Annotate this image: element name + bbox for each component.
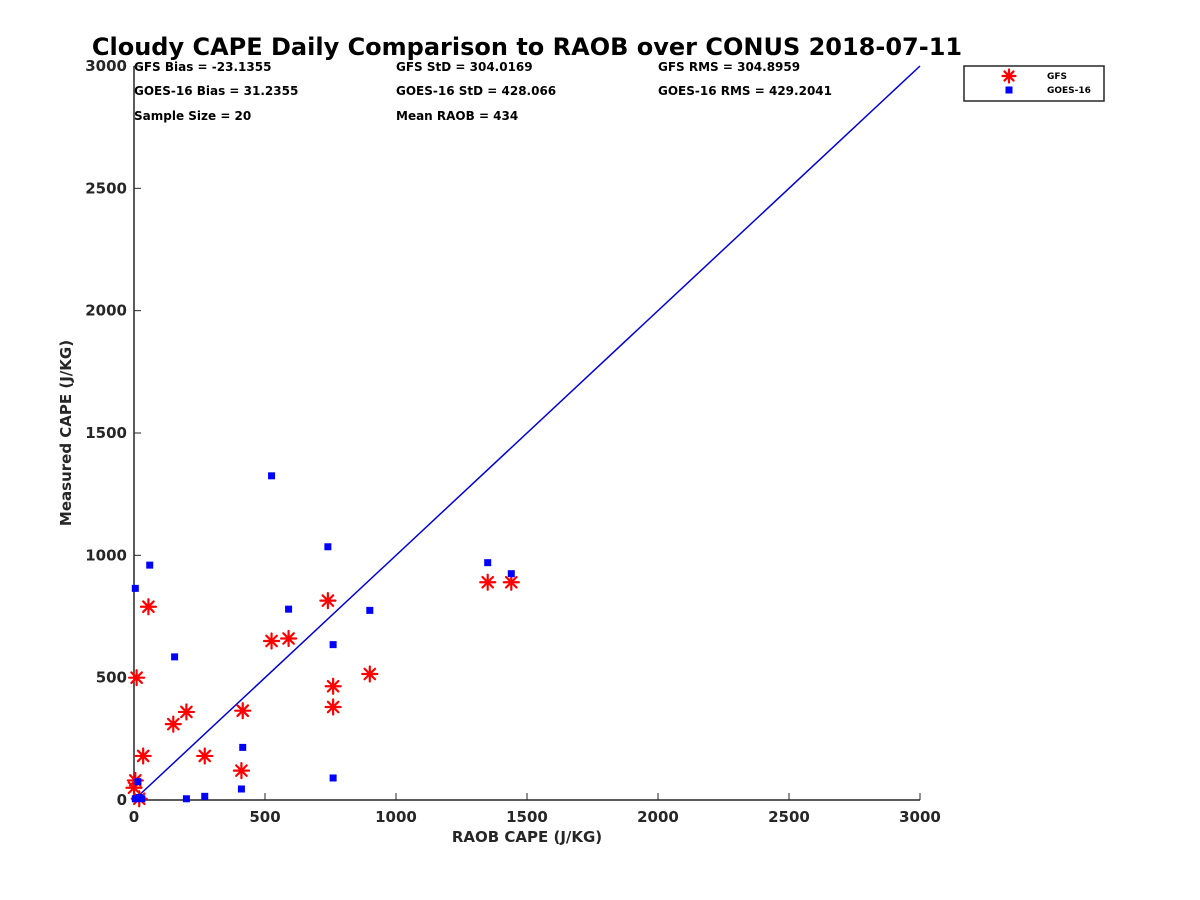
stat-text: Sample Size = 20 (134, 109, 251, 123)
x-tick-label: 1000 (375, 808, 417, 826)
x-tick-label: 3000 (899, 808, 941, 826)
stat-text: Mean RAOB = 434 (396, 109, 518, 123)
goes-16-point (324, 543, 332, 551)
gfs-point (479, 573, 497, 591)
y-tick-label: 500 (96, 669, 127, 687)
stat-text: GOES-16 RMS = 429.2041 (658, 84, 832, 98)
one-to-one-line (133, 65, 921, 801)
stat-text: GOES-16 Bias = 31.2355 (134, 84, 298, 98)
asterisk-stroke (142, 600, 155, 614)
goes-16-point (237, 785, 245, 793)
x-tick-label: 1500 (506, 808, 548, 826)
asterisk-stroke (235, 764, 248, 777)
y-tick-label: 2000 (85, 302, 127, 320)
asterisk-stroke (326, 700, 340, 714)
goes-16-point (239, 743, 247, 751)
gfs-point (164, 715, 182, 733)
goes-16-point (171, 653, 179, 661)
goes-16-point (329, 774, 337, 782)
asterisk-stroke (282, 632, 295, 645)
x-tick-label: 0 (129, 808, 139, 826)
goes-16-point (131, 795, 139, 803)
goes-16-point (366, 606, 374, 614)
goes-16-point (329, 641, 337, 649)
stat-text: GFS RMS = 304.8959 (658, 60, 800, 74)
x-axis-label: RAOB CAPE (J/KG) (452, 828, 602, 846)
asterisk-stroke (363, 667, 377, 681)
gfs-point (234, 702, 252, 720)
x-tick-label: 2500 (768, 808, 810, 826)
stat-text: GFS StD = 304.0169 (396, 60, 533, 74)
y-axis-label: Measured CAPE (J/KG) (57, 340, 75, 526)
goes-16-point (285, 605, 293, 613)
asterisk-stroke (198, 749, 212, 763)
gfs-point (232, 762, 251, 780)
legend-gfs-marker (1001, 68, 1017, 84)
legend-gfs-label: GFS (1047, 72, 1067, 82)
asterisk-stroke (321, 594, 335, 607)
gfs-point (196, 747, 214, 765)
goes-16-point (268, 472, 276, 480)
asterisk-stroke (180, 705, 193, 719)
asterisk-stroke (166, 717, 180, 731)
statistics-annotations: GFS Bias = -23.1355 GFS StD = 304.0169 GFS… (134, 60, 832, 123)
legend-box (963, 65, 1105, 102)
gfs-point (361, 665, 379, 683)
gfs-point (134, 747, 152, 765)
y-tick-label: 2500 (85, 179, 127, 197)
y-tick-label: 1000 (85, 546, 127, 564)
asterisk-stroke (504, 575, 518, 589)
goes-16-point (138, 795, 146, 803)
asterisk-stroke (265, 634, 278, 648)
gfs-point (324, 698, 342, 716)
legend-goes-16-marker (1005, 86, 1013, 94)
y-tick-label: 3000 (85, 57, 127, 75)
goes-16-point (201, 792, 209, 800)
series-gfs (125, 573, 520, 808)
goes-16-point (484, 559, 492, 567)
asterisk-stroke (130, 671, 143, 685)
asterisk-stroke (1003, 70, 1015, 82)
series-goes-16 (131, 472, 515, 803)
gfs-point (324, 677, 342, 695)
x-tick-label: 2000 (637, 808, 679, 826)
goes-16-point (131, 584, 139, 592)
asterisk-stroke (236, 704, 250, 718)
gfs-point (139, 598, 158, 616)
asterisk-stroke (136, 749, 150, 763)
gfs-point (128, 669, 146, 687)
stat-text: GFS Bias = -23.1355 (134, 60, 271, 74)
y-tick-label: 0 (117, 791, 127, 809)
asterisk-stroke (326, 679, 340, 693)
gfs-point (319, 591, 337, 610)
goes-16-point (182, 795, 190, 803)
gfs-point (177, 703, 195, 721)
goes-16-point (507, 570, 515, 578)
gfs-point (502, 573, 520, 591)
stat-text: GOES-16 StD = 428.066 (396, 84, 556, 98)
asterisk-stroke (481, 575, 495, 589)
legend: GFS GOES-16 (963, 65, 1105, 102)
x-tick-label: 500 (249, 808, 280, 826)
gfs-point (262, 632, 281, 650)
legend-goes-16-label: GOES-16 (1047, 86, 1091, 96)
axes: 0 500 1000 1500 2000 2500 3000 0 500 1000 1500 2000… (85, 57, 941, 826)
goes-16-point (134, 778, 142, 786)
goes-16-point (146, 561, 154, 569)
chart-title: Cloudy CAPE Daily Comparison to RAOB ove… (92, 33, 962, 61)
plot-area (125, 65, 921, 808)
y-tick-label: 1500 (85, 424, 127, 442)
gfs-point (279, 629, 298, 648)
